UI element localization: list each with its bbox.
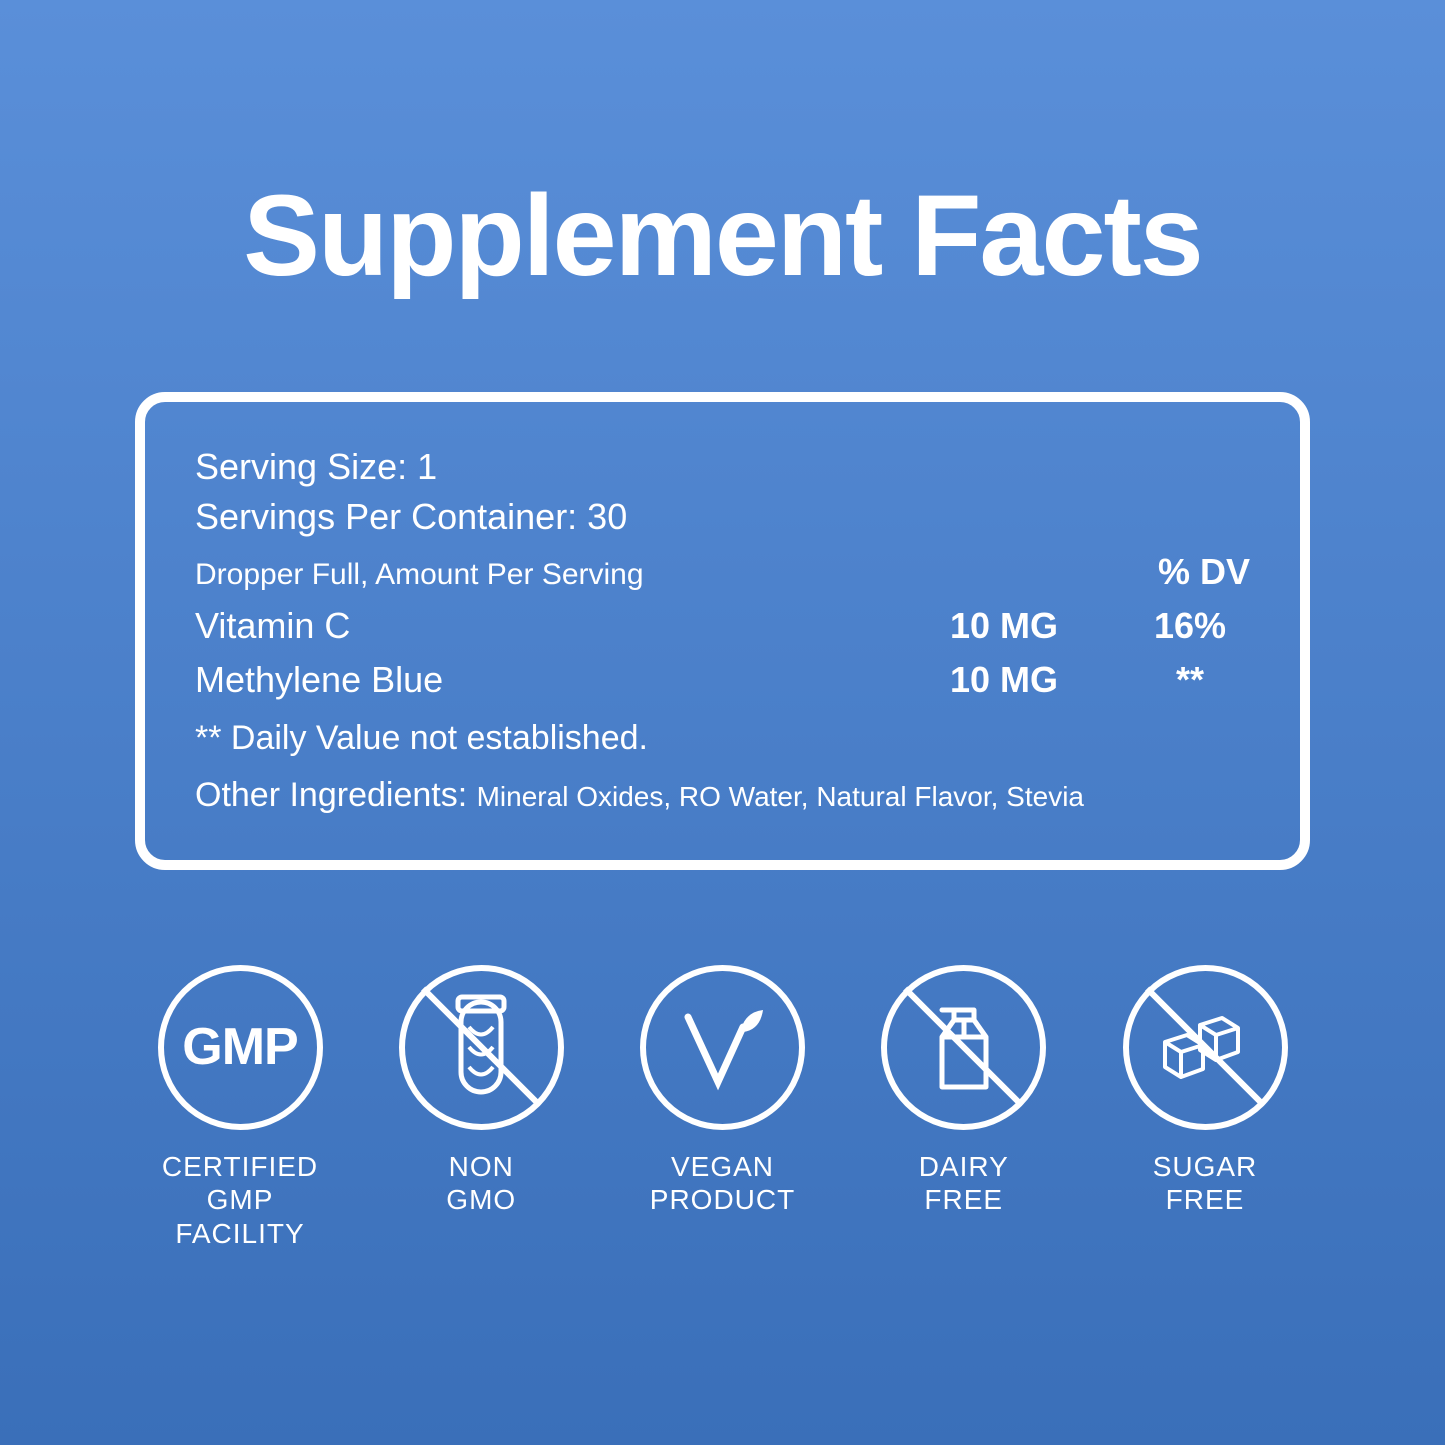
nutrient-dv: ** (1130, 659, 1250, 701)
dv-footnote: ** Daily Value not established. (195, 719, 1250, 758)
badge-label: DAIRY FREE (919, 1150, 1009, 1217)
badges-row: GMP CERTIFIED GMP FACILITY NON GMO VEGAN… (135, 965, 1310, 1251)
servings-per-container: Servings Per Container: 30 (195, 492, 1250, 542)
sugar-free-icon (1123, 965, 1288, 1130)
other-ingredients-label: Other Ingredients: (195, 776, 477, 814)
badge-sugar-free: SUGAR FREE (1100, 965, 1310, 1251)
badge-label: NON GMO (446, 1150, 516, 1217)
facts-box: Serving Size: 1 Servings Per Container: … (135, 392, 1310, 870)
badge-label: VEGAN PRODUCT (650, 1150, 795, 1217)
nutrient-dv: 16% (1130, 605, 1250, 647)
badge-label: CERTIFIED GMP FACILITY (162, 1150, 318, 1251)
page-title: Supplement Facts (243, 170, 1201, 302)
non-gmo-icon (399, 965, 564, 1130)
amount-per-serving-label: Dropper Full, Amount Per Serving (195, 558, 644, 592)
vegan-icon (640, 965, 805, 1130)
nutrient-amount: 10 MG (950, 659, 1130, 701)
nutrient-row: Vitamin C 10 MG 16% (195, 605, 1250, 647)
nutrient-name: Methylene Blue (195, 659, 950, 701)
gmp-icon: GMP (158, 965, 323, 1130)
badge-dairy-free: DAIRY FREE (859, 965, 1069, 1251)
other-ingredients-text: Mineral Oxides, RO Water, Natural Flavor… (477, 781, 1084, 812)
badge-vegan: VEGAN PRODUCT (618, 965, 828, 1251)
nutrient-name: Vitamin C (195, 605, 950, 647)
dairy-free-icon (881, 965, 1046, 1130)
dv-header: % DV (1158, 551, 1250, 593)
badge-label: SUGAR FREE (1153, 1150, 1258, 1217)
badge-non-gmo: NON GMO (376, 965, 586, 1251)
nutrient-amount: 10 MG (950, 605, 1130, 647)
serving-size: Serving Size: 1 (195, 442, 1250, 492)
nutrient-row: Methylene Blue 10 MG ** (195, 659, 1250, 701)
subheader-row: Dropper Full, Amount Per Serving % DV (195, 551, 1250, 593)
other-ingredients: Other Ingredients: Mineral Oxides, RO Wa… (195, 776, 1250, 815)
badge-gmp: GMP CERTIFIED GMP FACILITY (135, 965, 345, 1251)
gmp-icon-text: GMP (182, 1017, 297, 1077)
